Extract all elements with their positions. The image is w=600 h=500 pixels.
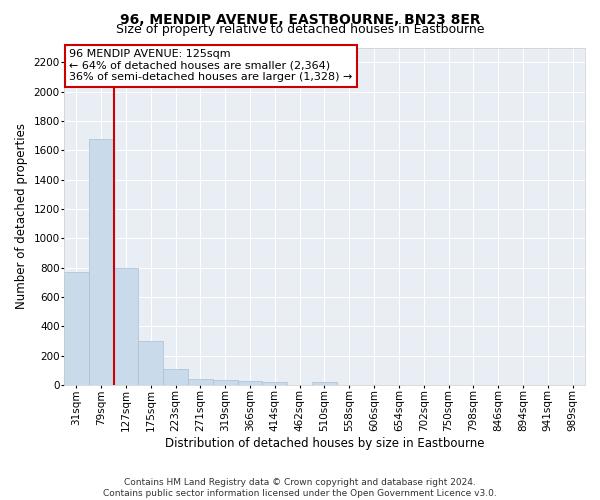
Bar bbox=[238, 382, 262, 385]
Bar bbox=[213, 380, 238, 385]
Text: 96, MENDIP AVENUE, EASTBOURNE, BN23 8ER: 96, MENDIP AVENUE, EASTBOURNE, BN23 8ER bbox=[119, 12, 481, 26]
Bar bbox=[163, 369, 188, 385]
Bar bbox=[188, 378, 213, 385]
X-axis label: Distribution of detached houses by size in Eastbourne: Distribution of detached houses by size … bbox=[165, 437, 484, 450]
Bar bbox=[139, 341, 163, 385]
Bar bbox=[113, 268, 139, 385]
Text: 96 MENDIP AVENUE: 125sqm
← 64% of detached houses are smaller (2,364)
36% of sem: 96 MENDIP AVENUE: 125sqm ← 64% of detach… bbox=[69, 49, 353, 82]
Bar bbox=[89, 138, 113, 385]
Text: Size of property relative to detached houses in Eastbourne: Size of property relative to detached ho… bbox=[116, 22, 484, 36]
Text: Contains HM Land Registry data © Crown copyright and database right 2024.
Contai: Contains HM Land Registry data © Crown c… bbox=[103, 478, 497, 498]
Bar bbox=[64, 272, 89, 385]
Bar bbox=[262, 382, 287, 385]
Y-axis label: Number of detached properties: Number of detached properties bbox=[15, 124, 28, 310]
Bar bbox=[312, 382, 337, 385]
